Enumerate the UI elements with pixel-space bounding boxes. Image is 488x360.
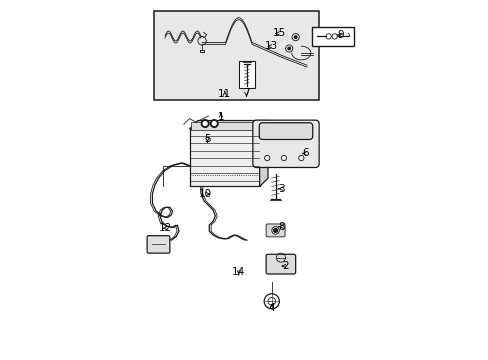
Text: 2: 2 — [282, 261, 288, 271]
Circle shape — [287, 47, 290, 50]
FancyBboxPatch shape — [147, 236, 169, 253]
Text: 7: 7 — [243, 88, 249, 98]
Circle shape — [294, 36, 297, 39]
FancyBboxPatch shape — [311, 27, 354, 46]
Text: 3: 3 — [277, 184, 284, 194]
Circle shape — [210, 120, 218, 127]
Text: 11: 11 — [218, 89, 231, 99]
FancyBboxPatch shape — [265, 224, 285, 237]
FancyBboxPatch shape — [265, 254, 295, 274]
Text: 10: 10 — [199, 189, 212, 199]
Polygon shape — [259, 121, 267, 186]
Text: 15: 15 — [272, 28, 285, 39]
Polygon shape — [189, 121, 267, 129]
FancyBboxPatch shape — [154, 12, 319, 100]
FancyBboxPatch shape — [191, 122, 259, 130]
FancyBboxPatch shape — [189, 129, 259, 186]
Circle shape — [273, 229, 277, 232]
Text: 14: 14 — [232, 267, 245, 277]
Text: 6: 6 — [302, 148, 308, 158]
Text: 13: 13 — [264, 41, 278, 51]
Circle shape — [203, 122, 206, 125]
FancyBboxPatch shape — [252, 120, 319, 167]
Text: 8: 8 — [278, 222, 285, 231]
Text: 5: 5 — [203, 134, 210, 144]
Text: 12: 12 — [159, 223, 172, 233]
Text: 1: 1 — [217, 112, 224, 122]
FancyBboxPatch shape — [259, 123, 312, 139]
Text: 9: 9 — [337, 30, 344, 40]
Text: 4: 4 — [268, 303, 275, 313]
FancyBboxPatch shape — [238, 60, 254, 88]
Circle shape — [201, 120, 208, 127]
Circle shape — [212, 122, 216, 125]
